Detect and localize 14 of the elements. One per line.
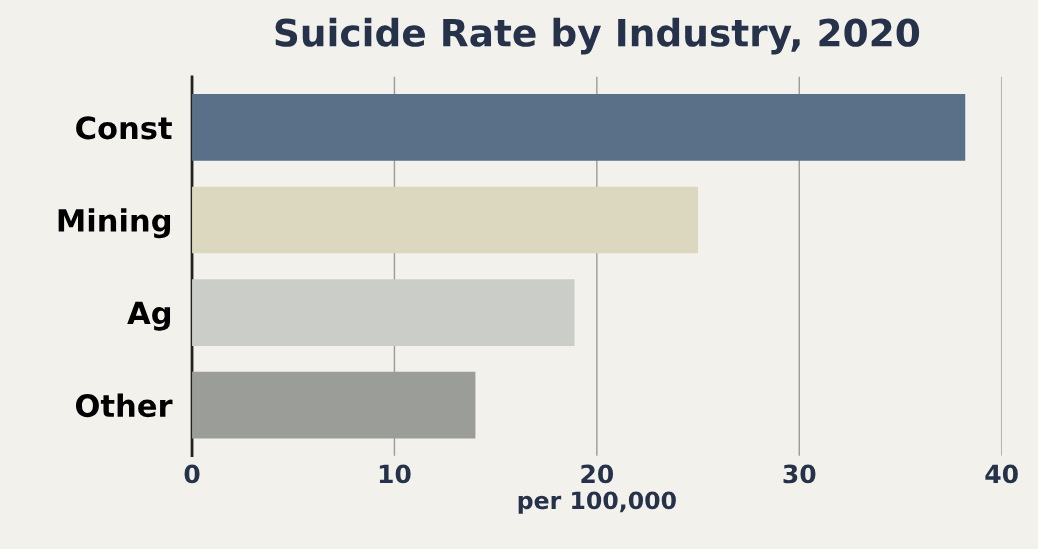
chart-title: Suicide Rate by Industry, 2020	[275, 17, 920, 55]
bar	[192, 186, 699, 254]
x-tick-label: 10	[379, 464, 411, 484]
x-tick-label: 20	[581, 464, 614, 484]
bar	[192, 94, 966, 161]
y-tick-label: Ag	[127, 301, 171, 331]
x-tick-label: 40	[985, 464, 1018, 484]
x-axis-title: per 100,000	[518, 491, 676, 514]
bar	[192, 279, 575, 346]
y-tick-label: Mining	[58, 208, 171, 239]
y-tick-label: Const	[76, 116, 172, 140]
x-tick-label: 30	[783, 464, 816, 484]
x-tick-label: 0	[184, 464, 200, 484]
y-tick-label: Other	[75, 393, 173, 418]
